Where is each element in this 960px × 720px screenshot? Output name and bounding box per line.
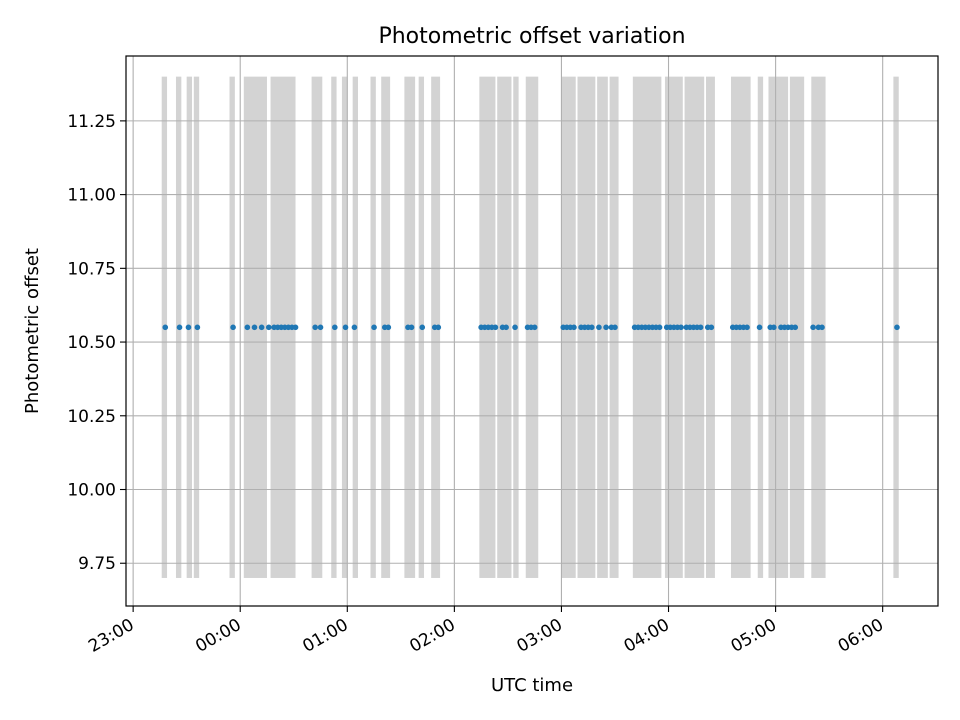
data-point-0-19 bbox=[342, 324, 349, 331]
data-point-0-0 bbox=[162, 324, 169, 331]
data-point-0-15 bbox=[292, 324, 299, 331]
y-tick-label-4: 10.75 bbox=[67, 259, 116, 279]
data-point-0-16 bbox=[312, 324, 318, 331]
data-point-0-59 bbox=[656, 324, 663, 331]
data-point-0-64 bbox=[678, 324, 684, 331]
data-point-0-7 bbox=[258, 324, 265, 331]
data-point-0-87 bbox=[819, 324, 825, 331]
y-tick-label-5: 11.00 bbox=[67, 186, 116, 206]
data-point-0-49 bbox=[603, 324, 609, 331]
data-point-0-18 bbox=[332, 324, 338, 331]
data-point-0-76 bbox=[744, 324, 750, 331]
data-point-0-47 bbox=[588, 324, 595, 331]
x-axis-label: UTC time bbox=[491, 675, 573, 696]
data-point-0-17 bbox=[317, 324, 324, 331]
data-points bbox=[162, 324, 900, 331]
data-point-0-23 bbox=[385, 324, 392, 331]
data-point-0-43 bbox=[571, 324, 577, 331]
data-point-0-35 bbox=[503, 324, 509, 331]
data-point-0-4 bbox=[230, 324, 236, 331]
y-tick-label-1: 10.00 bbox=[67, 481, 116, 501]
data-point-0-6 bbox=[251, 324, 258, 331]
y-tick-label-3: 10.50 bbox=[67, 333, 116, 353]
coverage-band-22 bbox=[597, 76, 608, 578]
data-point-0-88 bbox=[894, 324, 900, 331]
data-point-0-26 bbox=[419, 324, 426, 331]
data-point-0-1 bbox=[176, 324, 183, 331]
data-point-0-5 bbox=[244, 324, 251, 331]
data-point-0-3 bbox=[194, 324, 201, 331]
y-tick-label-6: 11.25 bbox=[67, 112, 116, 132]
y-tick-label-0: 9.75 bbox=[78, 554, 116, 574]
plot-frame bbox=[125, 55, 939, 607]
data-point-0-48 bbox=[596, 324, 602, 331]
data-point-0-79 bbox=[771, 324, 777, 331]
data-point-0-2 bbox=[185, 324, 192, 331]
data-point-0-33 bbox=[492, 324, 499, 331]
data-point-0-77 bbox=[756, 324, 763, 331]
data-point-0-69 bbox=[697, 324, 704, 331]
data-point-0-84 bbox=[792, 324, 799, 331]
data-point-0-28 bbox=[435, 324, 442, 331]
data-point-0-39 bbox=[531, 324, 538, 331]
data-point-0-36 bbox=[512, 324, 518, 331]
y-tick-label-2: 10.25 bbox=[67, 407, 116, 427]
data-point-0-71 bbox=[708, 324, 715, 331]
data-point-0-51 bbox=[612, 324, 618, 331]
data-point-0-8 bbox=[265, 324, 272, 331]
data-point-0-85 bbox=[810, 324, 816, 331]
chart-title: Photometric offset variation bbox=[378, 24, 685, 49]
data-point-0-20 bbox=[351, 324, 358, 331]
y-axis-ticks: 9.75 10.00 10.25 10.50 10.75 11.00 11.25 bbox=[67, 112, 126, 574]
data-point-0-21 bbox=[371, 324, 377, 331]
grid-lines bbox=[126, 56, 938, 606]
data-point-0-25 bbox=[408, 324, 415, 331]
y-axis-label: Photometric offset bbox=[22, 248, 43, 414]
